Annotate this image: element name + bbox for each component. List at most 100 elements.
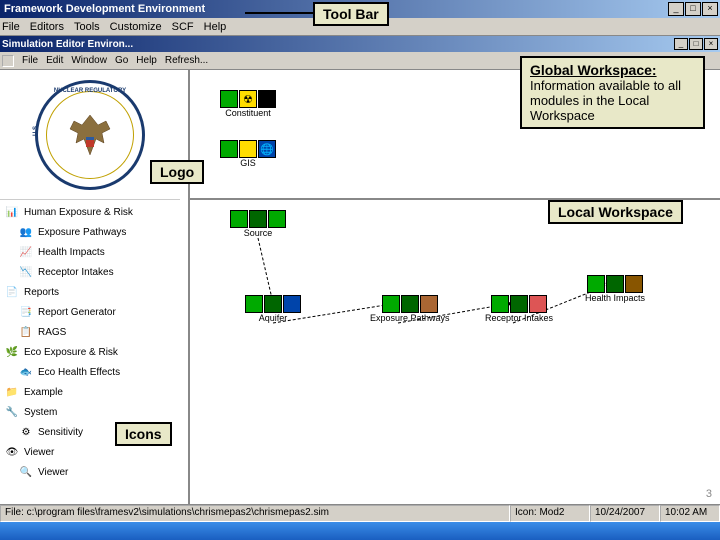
tree-label: Viewer	[24, 447, 54, 458]
local-module-source[interactable]: Source	[230, 210, 286, 238]
tree-item-label: Sensitivity	[38, 427, 83, 438]
windows-taskbar[interactable]	[0, 522, 720, 540]
tree-item-icon: ⚙	[18, 424, 34, 440]
callout-global-title: Global Workspace:	[530, 62, 695, 78]
module-icons	[587, 275, 643, 293]
inner-menu-file[interactable]: File	[22, 55, 38, 66]
menu-customize[interactable]: Customize	[110, 21, 162, 33]
workspace-canvas: ☢ Constituent 🌐 GIS Source Aquifer Expos…	[190, 70, 720, 520]
maximize-button[interactable]: □	[685, 2, 701, 16]
module-kind-icon: 🌐	[258, 140, 276, 158]
tree-group[interactable]: 📄Reports	[0, 282, 188, 302]
inner-menu-refresh[interactable]: Refresh...	[165, 55, 208, 66]
local-module-exposure[interactable]: Exposure Pathways	[370, 295, 450, 323]
tree-item[interactable]: 👥 Exposure Pathways	[0, 222, 188, 242]
tree-item-icon: 👥	[18, 224, 34, 240]
tree-group[interactable]: 📊Human Exposure & Risk	[0, 202, 188, 222]
left-sidebar: NUCLEAR REGULATORY U.S. 📊Human Exposure …	[0, 70, 190, 520]
module-type-icon	[239, 140, 257, 158]
callout-icons-title: Icons	[125, 426, 162, 442]
callout-logo-title: Logo	[160, 164, 194, 180]
global-module[interactable]: 🌐 GIS	[220, 140, 276, 168]
menu-tools[interactable]: Tools	[74, 21, 100, 33]
tree-item[interactable]: 📋 RAGS	[0, 322, 188, 342]
module-hash-icon	[510, 295, 528, 313]
inner-menu-window[interactable]: Window	[71, 55, 107, 66]
module-kind-icon	[625, 275, 643, 293]
inner-menu-go[interactable]: Go	[115, 55, 128, 66]
module-icons	[382, 295, 438, 313]
module-kind-icon	[258, 90, 276, 108]
tree-item-label: Eco Health Effects	[38, 367, 120, 378]
status-light-icon	[587, 275, 605, 293]
tree-item-label: RAGS	[38, 327, 66, 338]
tree-item[interactable]: 🔍Viewer	[0, 462, 188, 482]
local-workspace[interactable]: Source Aquifer Exposure Pathways Recepto…	[190, 200, 720, 520]
tree-item[interactable]: 📉Receptor Intakes	[0, 262, 188, 282]
tree-icon: 🌿	[4, 344, 20, 360]
module-hash-icon	[249, 210, 267, 228]
callout-global-body: Information available to all modules in …	[530, 78, 695, 123]
global-module[interactable]: ☢ Constituent	[220, 90, 276, 118]
seal-text-top: NUCLEAR REGULATORY	[54, 88, 126, 94]
inner-menu-help[interactable]: Help	[136, 55, 157, 66]
inner-menu-edit[interactable]: Edit	[46, 55, 63, 66]
tree-item-icon: 📉	[18, 264, 34, 280]
inner-title: Simulation Editor Environ...	[2, 39, 133, 50]
local-module-aquifer[interactable]: Aquifer	[245, 295, 301, 323]
inner-titlebar: Simulation Editor Environ... _ □ ×	[0, 36, 720, 52]
app-icon	[2, 55, 14, 67]
status-light-icon	[230, 210, 248, 228]
module-label: Exposure Pathways	[370, 313, 450, 323]
window-buttons: _ □ ×	[668, 2, 718, 16]
tree-item-icon: 📋	[18, 324, 34, 340]
local-module-health[interactable]: Health Impacts	[585, 275, 645, 303]
tree-item-icon: 📑	[18, 304, 34, 320]
minimize-button[interactable]: _	[668, 2, 684, 16]
menu-editors[interactable]: Editors	[30, 21, 64, 33]
inner-minimize-button[interactable]: _	[674, 38, 688, 50]
inner-close-button[interactable]: ×	[704, 38, 718, 50]
local-module-receptor[interactable]: Receptor Intakes	[485, 295, 553, 323]
status-date: 10/24/2007	[590, 505, 660, 522]
statusbar: File: c:\program files\framesv2\simulati…	[0, 504, 720, 522]
status-icon: Icon: Mod2	[510, 505, 590, 522]
tree-item-icon: 🔍	[18, 464, 34, 480]
tree-item-label: Health Impacts	[38, 247, 105, 258]
callout-local: Local Workspace	[548, 200, 683, 224]
tree-label: Eco Exposure & Risk	[24, 347, 118, 358]
menu-help[interactable]: Help	[204, 21, 227, 33]
module-kind-icon	[268, 210, 286, 228]
connections-layer	[190, 200, 720, 520]
menu-file[interactable]: File	[2, 21, 20, 33]
callout-local-title: Local Workspace	[558, 204, 673, 220]
tree-item-icon: 📈	[18, 244, 34, 260]
status-light-icon	[220, 90, 238, 108]
tree-item-label: Exposure Pathways	[38, 227, 126, 238]
tree-group[interactable]: 🔧System	[0, 402, 188, 422]
module-icons: 🌐	[220, 140, 276, 158]
tree-icon: 🔧	[4, 404, 20, 420]
close-button[interactable]: ×	[702, 2, 718, 16]
eagle-icon	[60, 105, 120, 165]
slide-number: 3	[706, 488, 712, 500]
module-hash-icon	[401, 295, 419, 313]
module-label: GIS	[240, 158, 256, 168]
tree-group[interactable]: 📁Example	[0, 382, 188, 402]
tree-item-icon: 🐟	[18, 364, 34, 380]
tree-item[interactable]: 📑Report Generator	[0, 302, 188, 322]
module-kind-icon	[529, 295, 547, 313]
status-light-icon	[491, 295, 509, 313]
module-icons	[491, 295, 547, 313]
tree-item[interactable]: 📈 Health Impacts	[0, 242, 188, 262]
module-icons	[230, 210, 286, 228]
module-icons: ☢	[220, 90, 276, 108]
tree-label: Example	[24, 387, 63, 398]
tree-label: Human Exposure & Risk	[24, 207, 133, 218]
inner-maximize-button[interactable]: □	[689, 38, 703, 50]
tree-label: Reports	[24, 287, 59, 298]
menu-scf[interactable]: SCF	[172, 21, 194, 33]
callout-logo: Logo	[150, 160, 204, 184]
tree-group[interactable]: 🌿 Eco Exposure & Risk	[0, 342, 188, 362]
tree-item[interactable]: 🐟 Eco Health Effects	[0, 362, 188, 382]
